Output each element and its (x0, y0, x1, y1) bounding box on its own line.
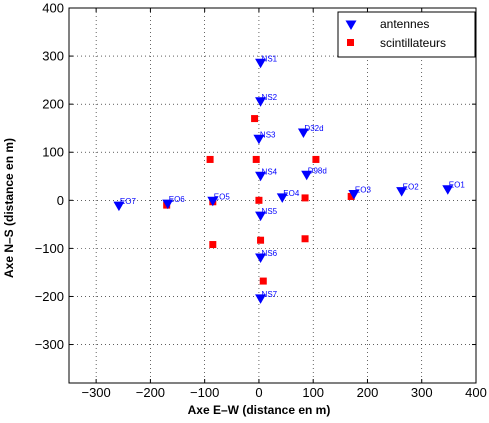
antenne-marker (253, 134, 265, 145)
y-tick-label: 0 (57, 193, 64, 208)
antenne-label: NS5 (262, 207, 278, 216)
plot-area-frame (68, 7, 477, 384)
y-tick-label: 300 (42, 49, 64, 64)
legend-antennes-label: antennes (380, 17, 429, 31)
antenne-marker (255, 97, 267, 107)
x-axis-title: Axe E–W (distance en m) (188, 403, 331, 417)
antenne-label: NS2 (262, 93, 278, 102)
scintillateur-marker (252, 155, 260, 163)
x-tick-label: 0 (255, 385, 262, 400)
y-tick-label: −200 (35, 289, 64, 304)
legend: antennes scintillateurs (337, 11, 476, 58)
antenne-marker (255, 171, 267, 182)
scintillateur-marker (251, 115, 259, 123)
antenne-marker (442, 185, 454, 195)
antenne-label: NS3 (260, 130, 276, 139)
scintillateur-marker (259, 277, 267, 285)
antenne-label: NS1 (262, 54, 278, 63)
antenne-marker (301, 170, 313, 181)
y-tick-label: 400 (42, 1, 64, 16)
antenne-label: NS4 (262, 167, 278, 176)
x-tick-label: −100 (190, 385, 219, 400)
antenne-label: NS7 (262, 290, 278, 299)
antenne-label: EO7 (120, 197, 137, 206)
antenne-marker (162, 199, 174, 210)
scintillateur-marker (257, 236, 265, 244)
antenne-label: NS6 (262, 249, 278, 258)
axis-ticks: −300 −200 −100 0 100 200 300 400 −300 −200 −100 0 10… (35, 1, 487, 401)
antenne-label: EO6 (169, 195, 186, 204)
x-tick-label: 400 (465, 385, 487, 400)
antenne-label: EO3 (355, 186, 372, 195)
scintillateur-marker (347, 192, 355, 200)
scintillateur-marker (255, 196, 263, 204)
antenne-label: EO1 (449, 181, 466, 190)
legend-box (337, 11, 476, 58)
legend-antennes-marker (345, 20, 357, 30)
x-tick-label: −300 (81, 385, 110, 400)
y-tick-label: −100 (35, 241, 64, 256)
antenne-label: EO5 (214, 192, 231, 201)
scintillateur-marker (301, 194, 309, 202)
x-tick-label: 300 (411, 385, 433, 400)
scintillateur-marker (312, 155, 320, 163)
data-points: NS1 NS2 NS3 D32d NS4 D98d EO1 EO2 EO3 EO4 EO5 EO6 EO… (113, 54, 465, 304)
grid-lines (69, 8, 476, 383)
y-tick-label: 200 (42, 97, 64, 112)
antenne-marker (255, 253, 267, 263)
antenne-marker (255, 58, 267, 69)
x-tick-label: 200 (357, 385, 379, 400)
antenne-marker (207, 196, 219, 207)
y-tick-label: 100 (42, 145, 64, 160)
y-tick-label: −300 (35, 337, 64, 352)
antenne-label: D98d (308, 166, 327, 175)
y-axis-title: Axe N–S (distance en m) (2, 138, 16, 278)
antenne-marker (396, 187, 408, 197)
antenne-marker (348, 190, 360, 200)
antenne-marker (255, 294, 267, 304)
x-tick-label: 100 (302, 385, 324, 400)
scintillateur-marker (206, 155, 214, 163)
scintillateur-marker (301, 235, 309, 243)
legend-scintillateurs-marker (347, 39, 354, 46)
antenne-marker (276, 193, 288, 203)
x-tick-label: −200 (136, 385, 165, 400)
antenne-marker (297, 128, 309, 138)
legend-scintillateurs-label: scintillateurs (380, 36, 446, 50)
antenne-marker (113, 201, 125, 212)
antenne-label: D32d (304, 124, 323, 133)
scintillateur-marker (209, 241, 217, 249)
antenne-label: EO2 (403, 183, 420, 192)
antenne-marker (255, 211, 267, 222)
antenne-label: EO4 (283, 189, 300, 198)
